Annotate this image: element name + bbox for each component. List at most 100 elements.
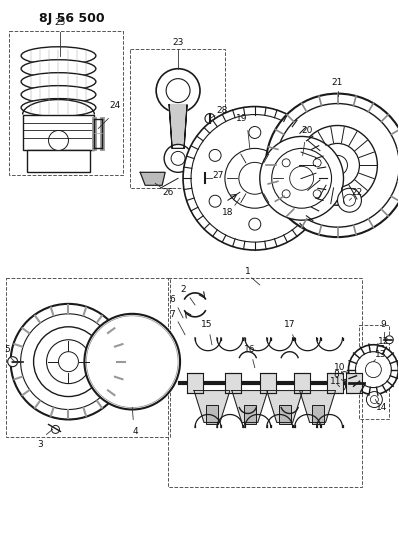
Text: 15: 15 xyxy=(201,320,213,329)
Text: 9: 9 xyxy=(381,320,386,329)
Bar xyxy=(6,278,170,438)
Circle shape xyxy=(209,149,221,161)
Bar xyxy=(346,373,362,393)
Circle shape xyxy=(249,126,261,139)
Text: 8J 56 500: 8J 56 500 xyxy=(39,12,104,26)
Text: 4: 4 xyxy=(132,427,138,436)
Circle shape xyxy=(313,159,321,167)
Text: 28: 28 xyxy=(216,106,227,115)
Text: 2: 2 xyxy=(180,285,186,294)
Ellipse shape xyxy=(21,47,96,64)
Circle shape xyxy=(183,107,326,250)
Circle shape xyxy=(282,159,290,167)
Text: 1: 1 xyxy=(245,268,251,277)
Text: 13: 13 xyxy=(375,350,386,359)
Polygon shape xyxy=(194,391,230,423)
Bar xyxy=(23,115,95,150)
Bar xyxy=(373,345,383,351)
Text: 24: 24 xyxy=(110,101,121,110)
Text: 5: 5 xyxy=(4,345,10,354)
Circle shape xyxy=(87,316,178,408)
Text: 8: 8 xyxy=(334,370,340,379)
Circle shape xyxy=(225,148,285,208)
Circle shape xyxy=(344,377,354,387)
Ellipse shape xyxy=(21,72,96,91)
Circle shape xyxy=(356,352,391,387)
Circle shape xyxy=(340,372,348,379)
Polygon shape xyxy=(300,391,336,423)
Ellipse shape xyxy=(21,99,96,117)
Ellipse shape xyxy=(21,86,96,103)
Bar xyxy=(206,405,218,424)
Text: 6: 6 xyxy=(169,295,175,304)
Circle shape xyxy=(11,304,126,419)
Bar xyxy=(130,49,225,188)
Polygon shape xyxy=(232,391,268,423)
Text: 7: 7 xyxy=(169,310,175,319)
Circle shape xyxy=(191,115,318,242)
Circle shape xyxy=(366,392,382,408)
Text: 3: 3 xyxy=(38,440,43,449)
Circle shape xyxy=(276,103,399,227)
Bar xyxy=(326,373,342,393)
Text: 19: 19 xyxy=(236,114,248,123)
Circle shape xyxy=(89,318,176,406)
Text: 17: 17 xyxy=(284,320,295,329)
Bar xyxy=(244,405,256,424)
Circle shape xyxy=(200,173,210,183)
Circle shape xyxy=(171,151,185,165)
Circle shape xyxy=(59,352,79,372)
Circle shape xyxy=(316,143,359,187)
Circle shape xyxy=(47,340,91,384)
Circle shape xyxy=(365,362,381,377)
Circle shape xyxy=(91,320,174,403)
Polygon shape xyxy=(140,172,165,185)
Text: 18: 18 xyxy=(222,208,234,217)
Circle shape xyxy=(21,314,116,409)
Text: 12: 12 xyxy=(378,337,389,346)
Circle shape xyxy=(288,195,300,207)
Circle shape xyxy=(290,166,314,190)
Bar xyxy=(279,405,291,424)
Text: 27: 27 xyxy=(212,171,223,180)
Circle shape xyxy=(338,188,361,212)
Ellipse shape xyxy=(21,60,96,78)
Bar xyxy=(359,325,389,419)
Text: 10: 10 xyxy=(334,363,345,372)
Circle shape xyxy=(338,383,346,391)
Text: 20: 20 xyxy=(301,126,312,135)
Circle shape xyxy=(385,336,393,344)
Circle shape xyxy=(298,125,377,205)
Text: 25: 25 xyxy=(55,18,66,27)
Circle shape xyxy=(344,194,356,206)
Circle shape xyxy=(164,144,192,172)
Circle shape xyxy=(313,190,321,198)
Text: 23: 23 xyxy=(172,38,184,47)
Polygon shape xyxy=(267,391,302,423)
Text: 14: 14 xyxy=(376,403,387,412)
Bar xyxy=(260,373,276,393)
Circle shape xyxy=(205,114,215,124)
Circle shape xyxy=(288,149,300,161)
Text: 26: 26 xyxy=(162,188,174,197)
Circle shape xyxy=(85,314,180,409)
Text: 16: 16 xyxy=(244,345,256,354)
Circle shape xyxy=(260,136,344,220)
Text: 22: 22 xyxy=(352,188,363,197)
Bar xyxy=(187,373,203,393)
Circle shape xyxy=(49,131,69,150)
Circle shape xyxy=(156,69,200,112)
Circle shape xyxy=(51,425,59,433)
Circle shape xyxy=(272,148,332,208)
Circle shape xyxy=(166,79,190,102)
Circle shape xyxy=(328,156,348,175)
Circle shape xyxy=(209,195,221,207)
Polygon shape xyxy=(169,104,187,148)
Circle shape xyxy=(8,357,18,367)
Bar xyxy=(9,31,123,175)
Circle shape xyxy=(34,327,103,397)
Bar xyxy=(225,373,241,393)
Circle shape xyxy=(249,218,261,230)
Circle shape xyxy=(282,190,290,198)
Circle shape xyxy=(239,163,271,194)
